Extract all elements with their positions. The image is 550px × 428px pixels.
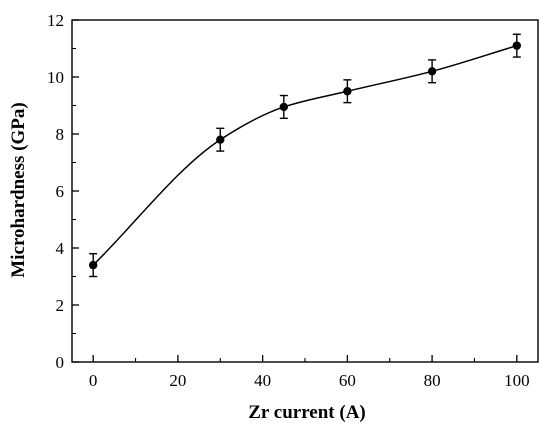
- x-tick-label: 40: [254, 371, 271, 390]
- series-line: [92, 44, 518, 266]
- data-point: [88, 260, 98, 270]
- data-point: [343, 87, 352, 96]
- plot-area: 0 20 40 60 80 100 0 2 4 6 8 10 12: [47, 11, 539, 390]
- x-tick-label: 80: [424, 371, 441, 390]
- x-tick-label: 20: [169, 371, 186, 390]
- y-tick-label: 10: [47, 68, 64, 87]
- x-tick-label: 100: [504, 371, 530, 390]
- y-tick-label: 6: [56, 182, 65, 201]
- data-point: [216, 135, 225, 144]
- y-tick-label: 12: [47, 11, 64, 30]
- x-axis-title: Zr current (A): [248, 402, 366, 423]
- plot-frame: [71, 19, 539, 363]
- x-tick-label: 0: [89, 371, 98, 390]
- data-point: [512, 41, 522, 50]
- y-axis-title: Microhardness (GPa): [8, 102, 29, 277]
- y-tick-label: 0: [56, 353, 65, 372]
- data-point: [279, 102, 289, 112]
- data-point: [427, 67, 437, 76]
- y-tick-label: 2: [56, 296, 65, 315]
- x-tick-label: 60: [339, 371, 356, 390]
- y-tick-label: 8: [56, 125, 65, 144]
- y-tick-label: 4: [56, 239, 65, 258]
